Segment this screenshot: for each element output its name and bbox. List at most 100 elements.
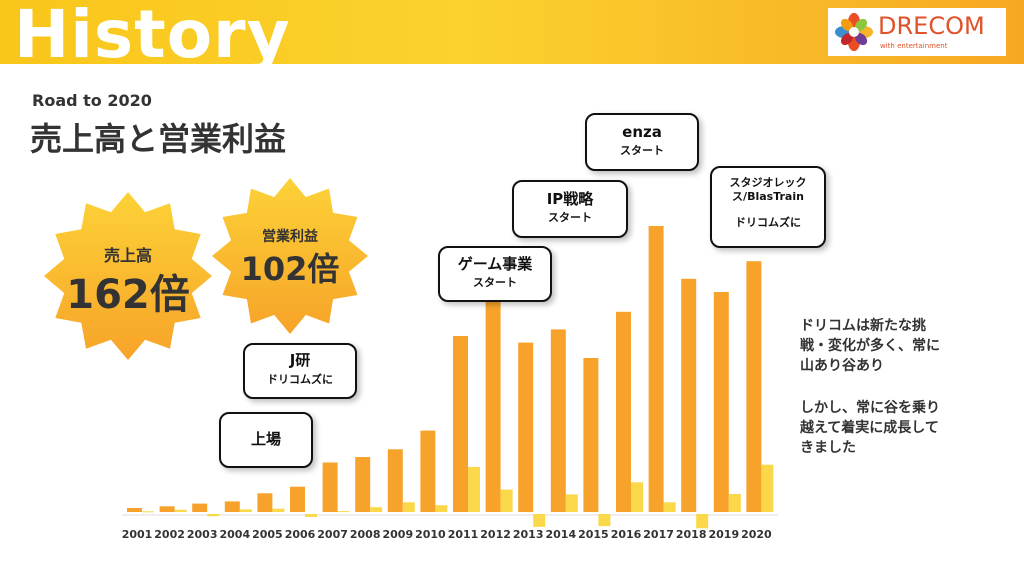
x-tick-label: 2001 — [122, 528, 153, 541]
callout-studio-line1: スタジオレック — [729, 176, 807, 189]
sales-bar-2002 — [159, 506, 175, 512]
x-tick-label: 2011 — [448, 528, 479, 541]
profit-bar-2002 — [174, 509, 187, 512]
x-tick-label: 2018 — [676, 528, 707, 541]
side-text-line: しかし、常に谷を乗り — [800, 400, 940, 416]
callout-ip: IP戦略 スタート — [512, 180, 628, 238]
profit-bar-2008 — [370, 507, 383, 512]
callout-ip-line1: IP戦略 — [546, 190, 594, 208]
slide-title: 売上高と営業利益 — [30, 120, 287, 158]
profit-bar-2005 — [272, 508, 285, 512]
sales-bar-2016 — [616, 311, 631, 512]
x-tick-label: 2009 — [382, 528, 413, 541]
sales-bar-2014 — [550, 329, 566, 512]
profit-bar-2012 — [500, 489, 513, 512]
callout-ipo: 上場 — [219, 412, 313, 468]
sales-bar-2010 — [420, 430, 436, 512]
profit-bar-2011 — [468, 466, 480, 512]
logo-name: DRECOM — [878, 12, 985, 40]
callout-enza: enza スタート — [585, 113, 699, 171]
header-bar: History DRECOM with entertainment — [0, 0, 1024, 64]
callout-jken-line1: J研 — [289, 351, 311, 369]
sales-bar-2017 — [648, 226, 664, 512]
sales-bar-2012 — [485, 296, 501, 512]
profit-badge-value: 102倍 — [240, 250, 340, 288]
sales-badge-label: 売上高 — [103, 246, 152, 265]
callout-jken-line2: ドリコムズに — [267, 373, 333, 386]
callout-game: ゲーム事業 スタート — [438, 246, 552, 302]
callout-ipo-line1: 上場 — [250, 430, 281, 448]
logo-tagline: with entertainment — [880, 42, 948, 50]
sales-bar-2004 — [224, 501, 240, 512]
sales-bar-2006 — [290, 486, 305, 512]
profit-star-badge — [212, 178, 368, 334]
callout-studio: スタジオレック ス/BlasTrain ドリコムズに — [710, 166, 826, 248]
side-text-line: 山あり谷あり — [800, 358, 884, 374]
side-text-line: ドリコムは新たな挑 — [800, 318, 926, 334]
x-tick-label: 2014 — [545, 528, 576, 541]
side-text-paragraph-2: しかし、常に谷を乗り 越えて着実に成長して きました — [800, 398, 940, 458]
profit-bar-2010 — [435, 505, 448, 512]
profit-bar-2013 — [533, 514, 546, 527]
profit-bar-2007 — [337, 511, 350, 513]
sales-bar-2009 — [387, 449, 403, 512]
sales-bar-2015 — [583, 358, 599, 512]
sales-bar-2008 — [355, 457, 371, 512]
profit-bar-2016 — [631, 482, 643, 512]
sales-badge-value: 162倍 — [66, 272, 190, 318]
x-tick-label: 2019 — [708, 528, 739, 541]
sales-bar-2003 — [192, 503, 208, 512]
x-tick-label: 2008 — [350, 528, 381, 541]
x-tick-label: 2020 — [741, 528, 772, 541]
profit-bar-2015 — [598, 514, 611, 527]
sales-bar-2018 — [681, 278, 697, 512]
x-tick-label: 2003 — [187, 528, 218, 541]
profit-bar-2014 — [565, 494, 578, 512]
callout-studio-line2: ス/BlasTrain — [732, 190, 804, 203]
sales-star-badge — [44, 192, 212, 360]
side-text-paragraph-1: ドリコムは新たな挑 戦・変化が多く、常に 山あり谷あり — [800, 316, 940, 376]
x-tick-label: 2010 — [415, 528, 446, 541]
profit-bar-2001 — [142, 511, 154, 513]
profit-bar-2020 — [761, 464, 774, 512]
sales-bar-2001 — [127, 508, 142, 512]
profit-bar-2019 — [728, 494, 741, 512]
callout-game-line1: ゲーム事業 — [457, 255, 533, 273]
side-text-line: 越えて着実に成長して — [800, 420, 939, 436]
slide-subtitle: Road to 2020 — [32, 91, 152, 110]
profit-bar-2003 — [207, 514, 220, 517]
callout-ip-line2: スタート — [548, 211, 592, 224]
profit-bar-2018 — [696, 514, 709, 529]
callout-jken: J研 ドリコムズに — [243, 343, 357, 399]
sales-bar-2020 — [746, 261, 762, 512]
x-tick-label: 2016 — [611, 528, 642, 541]
flower-icon — [835, 13, 873, 51]
profit-badge-label: 営業利益 — [262, 229, 318, 245]
x-tick-label: 2005 — [252, 528, 283, 541]
side-text-line: きました — [800, 440, 856, 456]
profit-bar-2004 — [239, 509, 252, 512]
callout-game-line2: スタート — [473, 276, 517, 289]
x-tick-label: 2004 — [219, 528, 250, 541]
side-text-line: 戦・変化が多く、常に — [800, 338, 940, 354]
x-tick-label: 2006 — [285, 528, 316, 541]
sales-bar-2005 — [257, 493, 273, 512]
x-tick-label: 2017 — [643, 528, 674, 541]
x-tick-label: 2012 — [480, 528, 511, 541]
header-title: History — [14, 0, 291, 64]
sales-bar-2019 — [713, 292, 729, 512]
profit-bar-2017 — [663, 502, 676, 512]
x-tick-label: 2013 — [513, 528, 544, 541]
callout-studio-line3: ドリコムズに — [735, 216, 801, 229]
callout-enza-line1: enza — [622, 123, 662, 141]
sales-bar-2011 — [453, 336, 468, 512]
sales-bar-2007 — [322, 462, 338, 512]
x-tick-label: 2007 — [317, 528, 348, 541]
profit-bar-2006 — [305, 514, 317, 517]
x-tick-label: 2015 — [578, 528, 609, 541]
drecom-logo: DRECOM with entertainment — [828, 8, 1006, 56]
sales-bar-2013 — [518, 342, 534, 512]
x-tick-label: 2002 — [154, 528, 185, 541]
profit-bar-2009 — [402, 502, 415, 512]
